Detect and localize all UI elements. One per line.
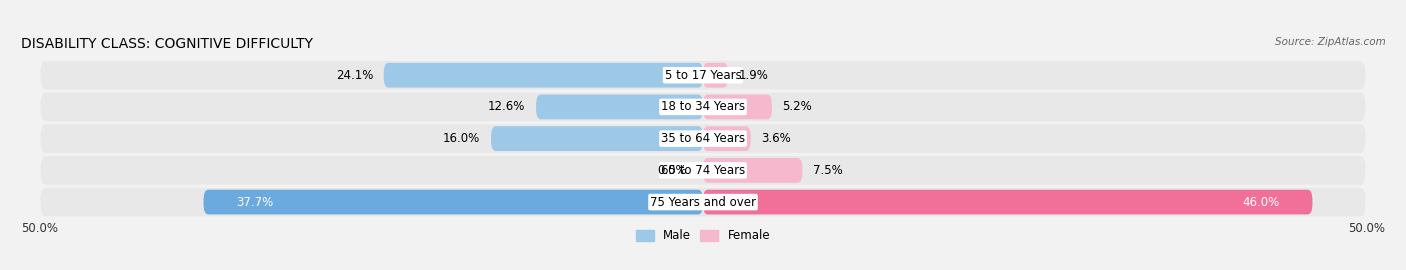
- FancyBboxPatch shape: [384, 63, 703, 87]
- FancyBboxPatch shape: [41, 156, 1365, 185]
- Text: 5 to 17 Years: 5 to 17 Years: [665, 69, 741, 82]
- Legend: Male, Female: Male, Female: [636, 229, 770, 242]
- Text: Source: ZipAtlas.com: Source: ZipAtlas.com: [1275, 36, 1385, 46]
- FancyBboxPatch shape: [703, 94, 772, 119]
- FancyBboxPatch shape: [703, 190, 1312, 214]
- Text: 12.6%: 12.6%: [488, 100, 526, 113]
- FancyBboxPatch shape: [536, 94, 703, 119]
- Text: 1.9%: 1.9%: [738, 69, 769, 82]
- Text: 3.6%: 3.6%: [761, 132, 792, 145]
- Text: 24.1%: 24.1%: [336, 69, 373, 82]
- Text: 65 to 74 Years: 65 to 74 Years: [661, 164, 745, 177]
- Text: 16.0%: 16.0%: [443, 132, 481, 145]
- FancyBboxPatch shape: [703, 63, 728, 87]
- FancyBboxPatch shape: [41, 188, 1365, 216]
- Text: 18 to 34 Years: 18 to 34 Years: [661, 100, 745, 113]
- FancyBboxPatch shape: [491, 126, 703, 151]
- Text: 37.7%: 37.7%: [236, 195, 274, 208]
- Text: 50.0%: 50.0%: [1348, 222, 1385, 235]
- FancyBboxPatch shape: [703, 158, 803, 183]
- FancyBboxPatch shape: [204, 190, 703, 214]
- FancyBboxPatch shape: [41, 124, 1365, 153]
- Text: 5.2%: 5.2%: [783, 100, 813, 113]
- FancyBboxPatch shape: [41, 93, 1365, 121]
- FancyBboxPatch shape: [703, 126, 751, 151]
- Text: 7.5%: 7.5%: [813, 164, 842, 177]
- Text: 75 Years and over: 75 Years and over: [650, 195, 756, 208]
- Text: 50.0%: 50.0%: [21, 222, 58, 235]
- Text: DISABILITY CLASS: COGNITIVE DIFFICULTY: DISABILITY CLASS: COGNITIVE DIFFICULTY: [21, 36, 312, 50]
- FancyBboxPatch shape: [41, 61, 1365, 89]
- Text: 35 to 64 Years: 35 to 64 Years: [661, 132, 745, 145]
- Text: 0.0%: 0.0%: [658, 164, 688, 177]
- Text: 46.0%: 46.0%: [1241, 195, 1279, 208]
